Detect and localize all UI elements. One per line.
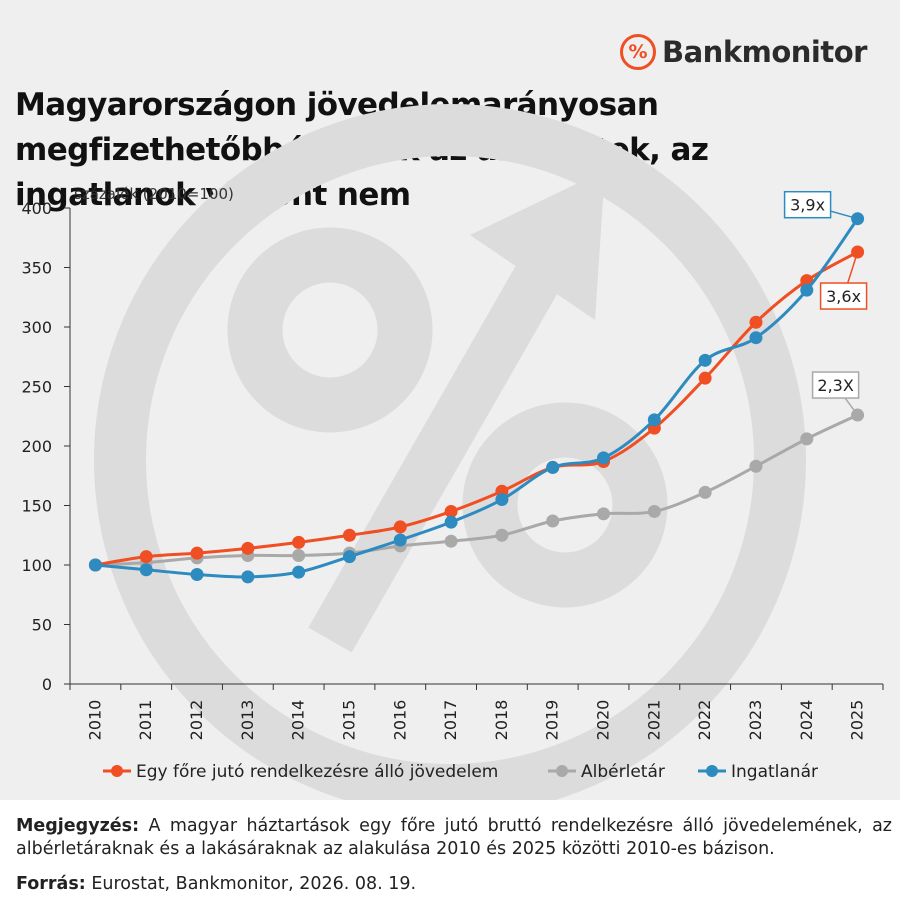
x-tick-label: 2010 bbox=[85, 700, 104, 741]
data-point bbox=[88, 558, 102, 572]
y-tick-label: 400 bbox=[21, 199, 52, 218]
data-point bbox=[139, 550, 153, 564]
annotation-label: 2,3X bbox=[817, 376, 853, 395]
y-tick-label: 100 bbox=[21, 556, 52, 575]
data-point bbox=[749, 459, 763, 473]
annotation-label: 3,6x bbox=[826, 287, 861, 306]
y-tick-label: 350 bbox=[21, 259, 52, 278]
legend-label: Egy főre jutó rendelkezésre álló jövedel… bbox=[136, 762, 498, 782]
x-tick-label: 2022 bbox=[695, 700, 714, 741]
data-point bbox=[800, 283, 814, 297]
x-tick-label: 2017 bbox=[441, 700, 460, 741]
y-tick-label: 0 bbox=[42, 675, 52, 694]
note-label: Megjegyzés: bbox=[16, 816, 140, 836]
x-tick-label: 2024 bbox=[797, 700, 816, 741]
data-point bbox=[139, 563, 153, 577]
legend-label: Albérletár bbox=[581, 762, 665, 782]
data-point bbox=[444, 515, 458, 529]
data-point bbox=[190, 546, 204, 560]
source-paragraph: Forrás: Eurostat, Bankmonitor, 2026. 08.… bbox=[16, 873, 892, 896]
x-tick-label: 2012 bbox=[187, 700, 206, 741]
percent-icon: % bbox=[620, 34, 656, 70]
data-point bbox=[495, 493, 509, 507]
line-chart: százalék (2010=100) 0 50 100 150 200 250 300 350… bbox=[21, 104, 884, 800]
data-point bbox=[190, 568, 204, 582]
x-tick-label: 2013 bbox=[238, 700, 257, 741]
data-point bbox=[241, 570, 255, 584]
legend-item: Albérletár bbox=[548, 762, 665, 782]
x-tick-label: 2018 bbox=[492, 700, 511, 741]
brand-logo: % Bankmonitor bbox=[620, 34, 867, 70]
legend-label: Ingatlanár bbox=[731, 762, 818, 782]
data-point bbox=[546, 460, 560, 474]
data-point bbox=[698, 371, 712, 385]
legend-swatch-marker bbox=[706, 765, 718, 777]
data-point bbox=[292, 548, 306, 562]
data-point bbox=[444, 534, 458, 548]
data-point bbox=[393, 520, 407, 534]
data-point bbox=[241, 541, 255, 555]
data-point bbox=[800, 432, 814, 446]
annotation-box bbox=[783, 190, 832, 219]
y-tick-label: 150 bbox=[21, 497, 52, 516]
source-text: Eurostat, Bankmonitor, 2026. 08. 19. bbox=[85, 874, 417, 894]
note-paragraph: Megjegyzés: A magyar háztartások egy főr… bbox=[16, 815, 892, 861]
data-point bbox=[647, 413, 661, 427]
legend-swatch-marker bbox=[556, 765, 568, 777]
legend-swatch-marker bbox=[111, 765, 123, 777]
x-tick-label: 2015 bbox=[339, 700, 358, 741]
data-point bbox=[647, 504, 661, 518]
legend-item: Ingatlanár bbox=[698, 762, 818, 782]
data-point bbox=[444, 504, 458, 518]
legend-item: Egy főre jutó rendelkezésre álló jövedel… bbox=[103, 762, 498, 782]
data-point bbox=[292, 565, 306, 579]
data-point bbox=[597, 451, 611, 465]
annotation-box bbox=[811, 371, 860, 399]
y-axis-label: százalék (2010=100) bbox=[74, 185, 234, 203]
x-tick-label: 2014 bbox=[289, 700, 308, 741]
x-tick-label: 2019 bbox=[543, 700, 562, 741]
data-point bbox=[546, 514, 560, 528]
data-point bbox=[749, 315, 763, 329]
x-tick-label: 2025 bbox=[848, 700, 867, 741]
x-tick-label: 2021 bbox=[644, 700, 663, 741]
data-point bbox=[698, 485, 712, 499]
x-tick-label: 2020 bbox=[594, 700, 613, 741]
y-tick-label: 50 bbox=[32, 616, 52, 635]
x-tick-label: 2011 bbox=[136, 700, 155, 741]
x-tick-label: 2023 bbox=[746, 700, 765, 741]
y-tick-label: 300 bbox=[21, 318, 52, 337]
watermark-percent-icon bbox=[94, 104, 806, 800]
data-point bbox=[495, 528, 509, 542]
y-tick-label: 250 bbox=[21, 378, 52, 397]
notes-block: Megjegyzés: A magyar háztartások egy főr… bbox=[16, 815, 892, 896]
data-point bbox=[292, 535, 306, 549]
data-point bbox=[698, 353, 712, 367]
data-point bbox=[597, 507, 611, 521]
series-line bbox=[95, 217, 859, 579]
data-point bbox=[749, 331, 763, 345]
source-label: Forrás: bbox=[16, 874, 86, 894]
data-point bbox=[342, 550, 356, 564]
brand-name: Bankmonitor bbox=[662, 35, 867, 69]
data-point bbox=[393, 533, 407, 547]
series-line bbox=[95, 250, 859, 567]
series-2 bbox=[88, 212, 865, 584]
data-point bbox=[342, 528, 356, 542]
series-line bbox=[95, 413, 859, 567]
y-tick-label: 200 bbox=[21, 437, 52, 456]
annotation-label: 3,9x bbox=[790, 196, 825, 215]
x-tick-label: 2016 bbox=[390, 700, 409, 741]
annotation-box bbox=[819, 282, 868, 310]
note-text: A magyar háztartások egy főre jutó brutt… bbox=[16, 816, 892, 859]
